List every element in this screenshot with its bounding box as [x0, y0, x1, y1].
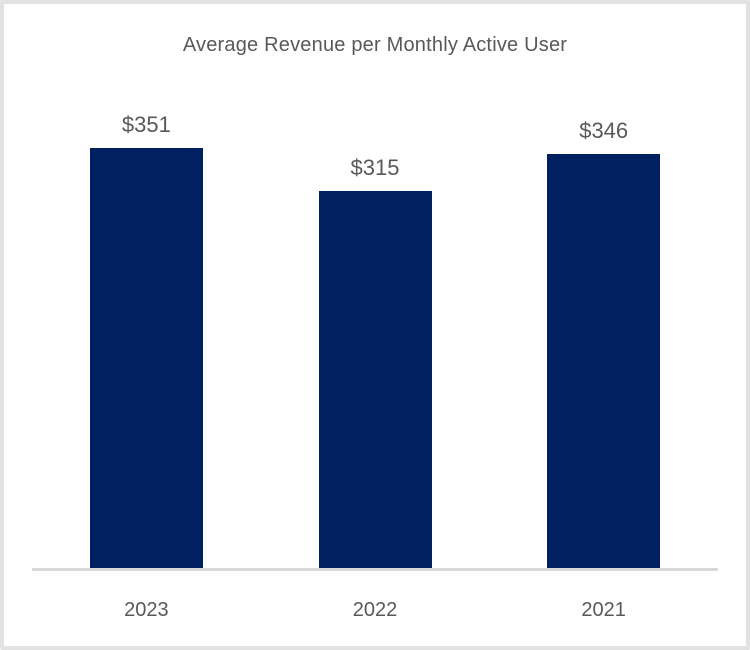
bar — [89, 148, 203, 568]
bar-value-label: $351 — [121, 112, 171, 137]
bar — [318, 191, 432, 568]
x-axis: 2023 2022 2021 — [32, 599, 718, 622]
x-axis-tick-label: 2021 — [581, 599, 626, 621]
bar-group: $346 — [489, 118, 718, 568]
bar-value-label: $315 — [350, 155, 400, 180]
bar-value-label: $346 — [579, 118, 629, 143]
plot-area: $351 $315 $346 — [32, 93, 718, 571]
bar-group: $315 — [261, 155, 490, 568]
x-axis-tick-label: 2023 — [124, 599, 169, 621]
bar — [547, 154, 661, 568]
bar-group: $351 — [32, 112, 261, 568]
x-axis-tick-label: 2022 — [352, 599, 398, 621]
chart-title: Average Revenue per Monthly Active User — [182, 34, 568, 56]
